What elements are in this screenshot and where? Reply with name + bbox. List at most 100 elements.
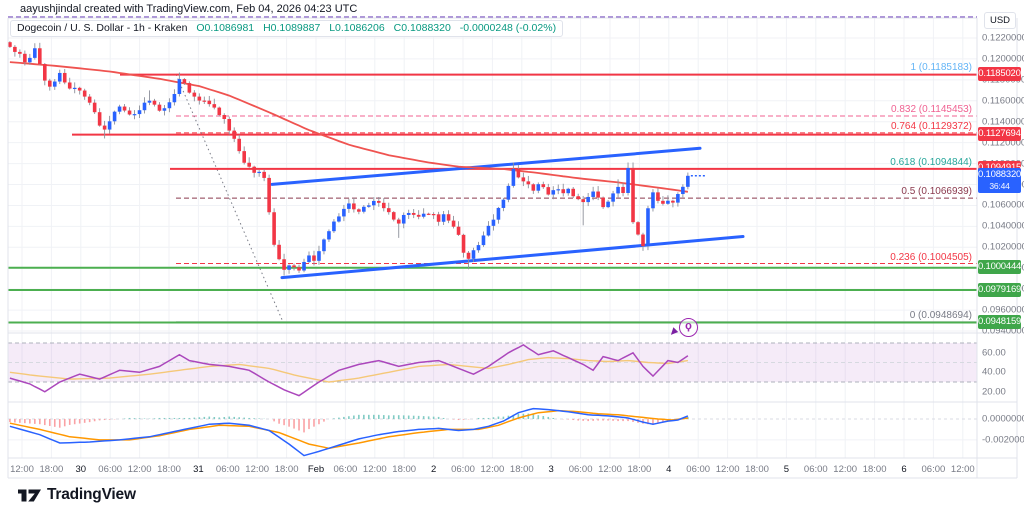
rsi-ma-line	[9, 356, 688, 383]
time-axis-label[interactable]: 12:00	[480, 464, 505, 475]
time-axis-label[interactable]: 5	[783, 464, 790, 475]
time-axis-label[interactable]: 12:00	[833, 464, 858, 475]
candle-down	[352, 203, 356, 210]
candle-down	[656, 192, 660, 201]
candle-up	[651, 192, 655, 209]
candle-down	[526, 181, 531, 185]
price-scale-label[interactable]: 0.1120000	[982, 137, 1024, 149]
time-axis-label[interactable]: 06:00	[98, 464, 123, 475]
time-axis-label[interactable]: 18:00	[745, 464, 769, 475]
candle-down	[631, 167, 635, 223]
candle-down	[601, 197, 605, 208]
candle-down	[451, 220, 456, 227]
candle-down	[242, 151, 246, 163]
candle-up	[307, 255, 311, 262]
candle-down	[122, 106, 127, 111]
time-axis-label[interactable]: 2	[430, 464, 437, 475]
price-scale-label[interactable]: 0.1140000	[982, 116, 1024, 128]
time-axis-label[interactable]: 12:00	[245, 464, 270, 475]
candle-down	[576, 196, 580, 200]
candle-down	[272, 212, 276, 245]
candle-down	[97, 112, 102, 126]
price-scale-label[interactable]: 0.0960000	[982, 304, 1024, 316]
candle-up	[616, 186, 620, 194]
time-axis-label[interactable]: 12:00	[598, 464, 622, 475]
candle-up	[481, 235, 486, 246]
time-axis-label[interactable]: 4	[666, 464, 672, 475]
candle-up	[476, 245, 481, 251]
price-scale-label[interactable]: 0.1160000	[982, 95, 1024, 107]
time-axis-label[interactable]: 06:00	[803, 464, 828, 475]
candle-up	[551, 190, 556, 195]
time-axis-label[interactable]: 31	[193, 464, 204, 475]
rsi-scale-label[interactable]: 20.00	[982, 386, 1006, 398]
tradingview-logo-icon	[18, 489, 41, 501]
time-axis-label[interactable]: 3	[548, 464, 554, 475]
time-axis-label[interactable]: 18:00	[627, 464, 652, 475]
time-axis-label[interactable]: 18:00	[39, 464, 64, 475]
time-axis-label[interactable]: 06:00	[921, 464, 946, 475]
price-scale-label[interactable]: 0.1040000	[982, 220, 1024, 232]
rsi-line	[9, 344, 689, 397]
time-axis-label[interactable]: 12:00	[10, 464, 34, 475]
price-scale-label[interactable]: 0.1220000	[982, 32, 1024, 44]
price-flag: 0.1088320 36:44	[978, 168, 1021, 194]
candle-up	[347, 203, 351, 209]
candle-up	[57, 72, 62, 82]
time-axis-label[interactable]: 12:00	[362, 464, 387, 475]
time-axis-label[interactable]: 18:00	[392, 464, 417, 475]
candle-up	[302, 261, 306, 271]
price-scale-label[interactable]: 0.1020000	[982, 241, 1024, 253]
candle-up	[33, 48, 37, 58]
time-axis-label[interactable]: 30	[75, 464, 87, 475]
candle-down	[267, 177, 271, 213]
candle-down	[621, 186, 625, 193]
rsi-scale-label[interactable]: 40.00	[982, 366, 1006, 378]
symbol-legend[interactable]: Dogecoin / U. S. Dollar - 1h - Kraken O0…	[10, 20, 564, 37]
tradingview-logo-text: TradingView	[47, 486, 136, 503]
countdown-timer: 36:44	[989, 181, 1010, 192]
candle-up	[606, 201, 610, 208]
rsi-scale-label[interactable]: 60.00	[982, 347, 1006, 359]
candle-up	[536, 184, 541, 191]
lightning-bolt-icon[interactable]: ϙ	[679, 318, 698, 337]
candle-down	[411, 212, 416, 215]
candle-up	[511, 168, 516, 186]
candle-down	[262, 171, 266, 178]
candle-down	[92, 102, 97, 113]
time-axis-label[interactable]: Feb	[307, 464, 325, 475]
macd-scale-label[interactable]: 0.0000000	[982, 413, 1024, 425]
price-scale-label[interactable]: 0.0940000	[982, 325, 1024, 337]
tradingview-logo[interactable]: TradingView	[18, 486, 136, 504]
time-axis-label[interactable]: 6	[901, 464, 907, 475]
time-axis-label[interactable]: 06:00	[333, 464, 358, 475]
price-flag-value: 0.1185020	[978, 68, 1021, 80]
candle-up	[441, 214, 446, 222]
candle-up	[506, 185, 511, 200]
time-axis-label[interactable]: 18:00	[157, 464, 181, 475]
candle-down	[292, 265, 296, 268]
candle-down	[47, 80, 52, 87]
candle-down	[187, 83, 192, 93]
time-axis-label[interactable]: 12:00	[950, 464, 975, 475]
time-axis-label[interactable]: 12:00	[715, 464, 740, 475]
time-axis-label[interactable]: 12:00	[127, 464, 152, 475]
time-axis-label[interactable]: 18:00	[274, 464, 299, 475]
time-axis-label[interactable]: 18:00	[509, 464, 534, 475]
candle-down	[42, 64, 47, 81]
price-scale-label[interactable]: 0.1200000	[982, 53, 1024, 65]
macd-scale-label[interactable]: -0.0020000	[982, 434, 1024, 446]
time-axis-label[interactable]: 06:00	[686, 464, 711, 475]
time-axis-label[interactable]: 18:00	[862, 464, 887, 475]
currency-toggle-button[interactable]: USD	[984, 12, 1016, 29]
candle-down	[571, 188, 576, 197]
candle-up	[406, 212, 411, 215]
candle-up	[317, 251, 321, 261]
time-axis-label[interactable]: 06:00	[215, 464, 240, 475]
moving-average-line	[9, 61, 689, 193]
price-scale-label[interactable]: 0.1060000	[982, 199, 1024, 211]
time-axis-label[interactable]: 06:00	[451, 464, 475, 475]
time-axis-label[interactable]: 06:00	[568, 464, 593, 475]
